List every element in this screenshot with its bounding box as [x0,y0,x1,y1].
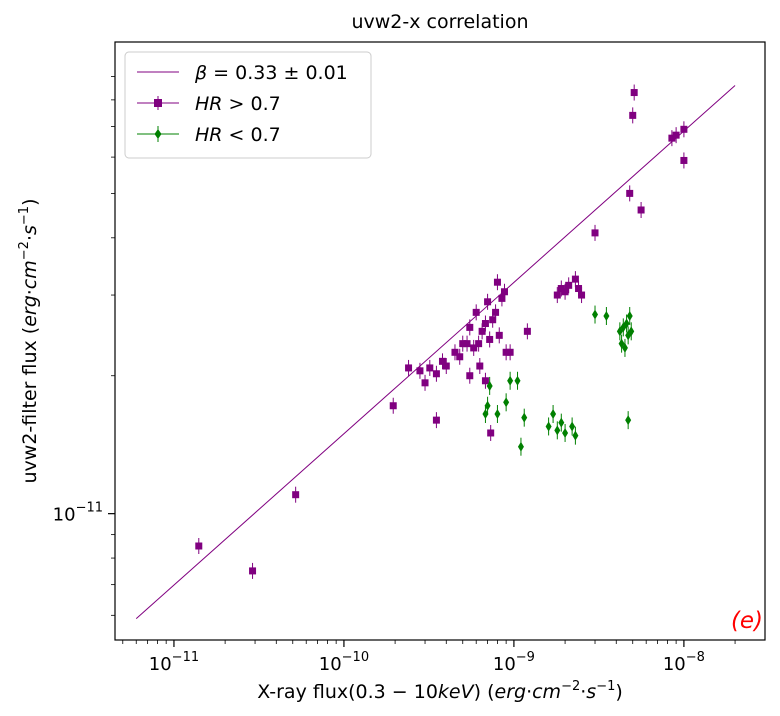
hr-high-point [578,287,586,304]
hr-high-point [626,185,634,202]
hr-high-point [493,274,501,291]
hr-high-point [484,293,492,310]
hr-low-point [521,408,528,427]
hr-high-point [486,331,494,348]
hr-high-point [495,327,503,344]
hr-high-point [630,84,638,101]
legend-box [124,51,372,159]
hr-high-point [463,335,471,352]
hr-high-point [416,362,424,379]
fit-line-layer [135,85,736,620]
hr-high-point [672,127,680,144]
hr-low-point [558,413,565,432]
chart-title: uvw2-x correlation [351,11,528,33]
hr-high-point [476,358,484,375]
hr-high-point [432,412,440,429]
hr-high-point [500,283,508,300]
panel-label: (e) [731,608,763,634]
hr-high-point [523,323,531,340]
x-axis-label: X-ray flux(0.3 − 10keV) (erg·cm−2·s−1) [257,679,623,703]
hr-high-point [481,315,489,332]
hr-low-point [545,417,552,436]
hr-high-point [466,367,474,384]
hr-low-point [507,371,514,390]
legend-hr-low-swatch [137,126,179,142]
hr-low-point [550,405,557,424]
hr-high-point [451,344,459,361]
hr-high-point [421,374,429,391]
x-tick-label: 10−10 [319,650,369,675]
hr-high-point [426,359,434,376]
hr-high-point [492,304,500,321]
hr-high-point [195,538,203,555]
x-tick-label: 10−8 [663,650,705,675]
legend-hr-high-swatch [137,96,179,110]
hr-high-point [591,224,599,241]
hr-high-point [438,353,446,370]
hr-low-point [572,426,579,445]
hr-high-point [565,277,573,294]
hr-low-point [603,307,610,326]
hr-high-point [249,562,257,579]
x-tick-label: 10−9 [493,650,535,675]
hr-high-point [292,486,300,503]
hr-low-point [626,307,633,326]
hr-high-point [442,358,450,375]
legend: β = 0.33 ± 0.01 HR > 0.7 HR < 0.7 [124,51,372,159]
hr-high-point [389,397,397,414]
hr-low-point [621,338,628,357]
hr-low-point [625,411,632,430]
hr-low-point [494,405,501,424]
hr-high-point [557,280,565,297]
hr-high-point [475,335,483,352]
hr-low-point [503,393,510,412]
hr-high-point [668,130,676,147]
hr-high-point [680,121,688,138]
hr-low-point [628,322,635,341]
legend-hr-low-label: HR < 0.7 [195,124,281,146]
hr-high-point [571,271,579,288]
legend-hr-high-label: HR > 0.7 [195,93,281,115]
y-tick-label: 10−11 [53,501,103,526]
hr-high-point [481,372,489,389]
hr-high-point [502,344,510,361]
x-tick-label: 10−11 [149,650,199,675]
hr-high-point [487,424,495,441]
hr-high-point [432,365,440,382]
hr-low-point [562,423,569,442]
hr-low-point [592,305,599,324]
fit-line [135,85,736,620]
hr-high-point [466,319,474,336]
hr-low-point [623,314,630,333]
hr-high-point [680,152,688,169]
hr-low-point [569,417,576,436]
hr-low-point [486,376,493,395]
y-axis-label: uvw2-filter flux (erg·cm−2·s−1) [17,198,41,483]
hr-high-point [470,339,478,356]
hr-low-point [484,396,491,415]
hr-high-point [637,201,645,218]
data-points-layer [195,84,688,579]
hr-high-point [553,287,561,304]
legend-fit-label: β = 0.33 ± 0.01 [194,62,348,84]
hr-high-point [456,348,464,365]
hr-high-point [629,107,637,124]
hr-low-point [482,405,489,424]
axis-ticks-layer: 10−11 10−10 10−9 10−8 10−11 [53,76,736,675]
hr-high-point [472,304,480,321]
hr-low-point [517,437,524,456]
hr-high-point [561,283,569,300]
hr-low-point [554,421,561,440]
hr-high-point [459,335,467,352]
hr-low-point [514,371,521,390]
hr-high-point [506,344,514,361]
hr-high-point [405,359,413,376]
